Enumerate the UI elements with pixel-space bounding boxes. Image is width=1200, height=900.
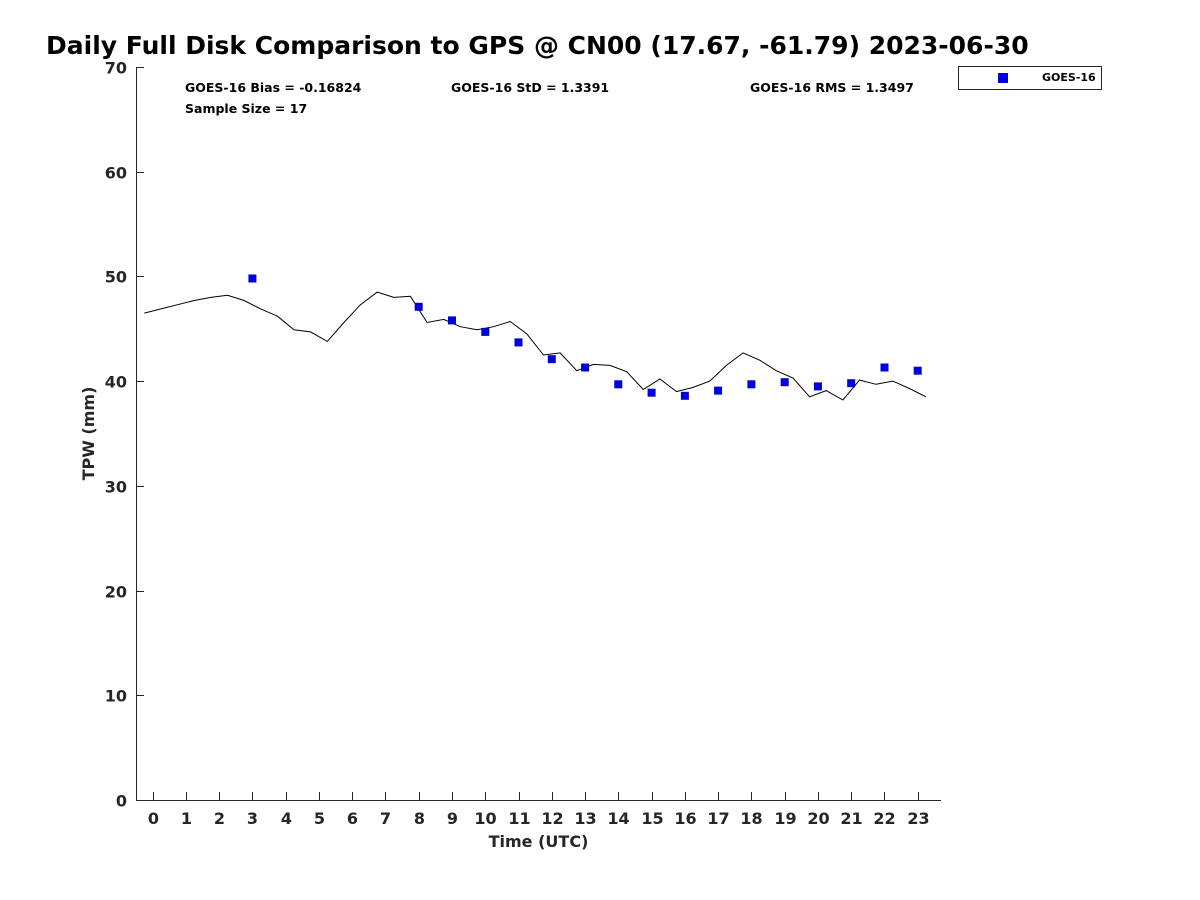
y-tick-label: 30 bbox=[105, 478, 127, 497]
goes16-data-point bbox=[448, 316, 456, 325]
goes16-data-point bbox=[514, 338, 523, 347]
x-tick-label: 4 bbox=[281, 809, 292, 828]
x-tick-label: 12 bbox=[541, 809, 563, 828]
x-tick-label: 21 bbox=[840, 809, 862, 828]
goes16-data-point bbox=[481, 327, 490, 336]
x-tick-label: 18 bbox=[740, 809, 762, 828]
bias-annotation: GOES-16 Bias = -0.16824 bbox=[185, 80, 362, 95]
x-tick-label: 2 bbox=[214, 809, 225, 828]
goes16-data-point bbox=[880, 363, 889, 372]
legend-label-goes16: GOES-16 bbox=[1042, 71, 1096, 84]
x-tick-label: 1 bbox=[181, 809, 192, 828]
goes16-data-point bbox=[714, 386, 723, 395]
x-tick-label: 3 bbox=[247, 809, 258, 828]
std-annotation: GOES-16 StD = 1.3391 bbox=[451, 80, 609, 95]
goes16-data-point bbox=[913, 366, 922, 375]
y-tick-label: 20 bbox=[105, 583, 127, 602]
goes16-data-point bbox=[414, 302, 423, 311]
y-tick-label: 70 bbox=[105, 59, 127, 78]
legend: GOES-16 bbox=[958, 66, 1102, 90]
x-tick-label: 11 bbox=[508, 809, 530, 828]
gps-series-line bbox=[144, 291, 927, 401]
x-tick-label: 13 bbox=[574, 809, 596, 828]
x-tick-label: 14 bbox=[607, 809, 629, 828]
goes16-data-point bbox=[547, 355, 556, 364]
goes16-data-point bbox=[780, 378, 789, 387]
goes16-data-point bbox=[847, 379, 856, 388]
y-tick-label: 0 bbox=[116, 792, 127, 811]
rms-annotation: GOES-16 RMS = 1.3497 bbox=[750, 80, 914, 95]
x-axis-label: Time (UTC) bbox=[489, 832, 589, 851]
x-tick-label: 23 bbox=[907, 809, 929, 828]
y-tick-label: 50 bbox=[105, 268, 127, 287]
goes16-data-point bbox=[747, 380, 756, 389]
x-tick-label: 5 bbox=[314, 809, 325, 828]
x-tick-label: 8 bbox=[414, 809, 425, 828]
axes bbox=[136, 67, 941, 801]
goes16-data-point bbox=[581, 363, 590, 372]
x-tick-label: 15 bbox=[641, 809, 663, 828]
x-tick-label: 22 bbox=[873, 809, 895, 828]
y-tick-label: 10 bbox=[105, 687, 127, 706]
goes16-data-point bbox=[680, 391, 689, 400]
x-tick-label: 20 bbox=[807, 809, 829, 828]
goes16-data-point bbox=[248, 274, 257, 283]
legend-marker-goes16 bbox=[998, 73, 1008, 83]
x-tick-label: 19 bbox=[774, 809, 796, 828]
sample-size-annotation: Sample Size = 17 bbox=[185, 101, 307, 116]
plot-area bbox=[144, 274, 927, 401]
x-tick-label: 17 bbox=[707, 809, 729, 828]
chart-title: Daily Full Disk Comparison to GPS @ CN00… bbox=[46, 31, 1029, 60]
goes16-data-point bbox=[614, 380, 623, 389]
y-axis-label: TPW (mm) bbox=[79, 387, 98, 481]
x-tick-label: 0 bbox=[148, 809, 159, 828]
y-tick-label: 60 bbox=[105, 164, 127, 183]
x-tick-label: 6 bbox=[347, 809, 358, 828]
goes16-data-point bbox=[647, 388, 656, 397]
y-ticks: 0 10 20 30 40 50 60 70 bbox=[105, 59, 144, 811]
x-tick-label: 9 bbox=[447, 809, 458, 828]
x-tick-label: 10 bbox=[474, 809, 496, 828]
x-tick-label: 7 bbox=[380, 809, 391, 828]
legend-box bbox=[958, 66, 1102, 90]
x-ticks: 0 1 2 3 4 5 6 7 8 9 10 11 12 13 14 15 16 17 18 19 20 21 22 23 bbox=[148, 792, 930, 828]
x-tick-label: 16 bbox=[674, 809, 696, 828]
y-tick-label: 40 bbox=[105, 373, 127, 392]
goes16-data-point bbox=[813, 382, 822, 391]
